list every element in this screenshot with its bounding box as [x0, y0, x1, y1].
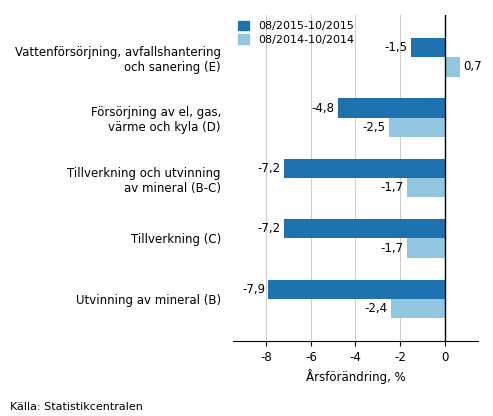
- Text: -2,4: -2,4: [365, 302, 387, 315]
- Bar: [284, 219, 445, 238]
- Legend: 08/2015-10/2015, 08/2014-10/2014: 08/2015-10/2015, 08/2014-10/2014: [238, 20, 354, 45]
- Text: Källa: Statistikcentralen: Källa: Statistikcentralen: [10, 402, 143, 412]
- Text: -2,5: -2,5: [362, 121, 386, 134]
- Text: -4,8: -4,8: [311, 102, 334, 114]
- Text: -1,7: -1,7: [380, 242, 403, 255]
- Bar: [391, 299, 445, 318]
- Text: -7,9: -7,9: [242, 283, 265, 296]
- Bar: [445, 57, 460, 77]
- Bar: [269, 280, 445, 299]
- Bar: [389, 118, 445, 137]
- Bar: [407, 238, 445, 258]
- Text: -1,5: -1,5: [385, 41, 408, 54]
- Text: 0,7: 0,7: [463, 60, 482, 74]
- X-axis label: Årsförändring, %: Årsförändring, %: [306, 369, 405, 384]
- Text: -7,2: -7,2: [258, 222, 281, 235]
- Text: -7,2: -7,2: [258, 162, 281, 175]
- Text: -1,7: -1,7: [380, 181, 403, 194]
- Bar: [411, 38, 445, 57]
- Bar: [338, 98, 445, 118]
- Bar: [407, 178, 445, 197]
- Bar: [284, 159, 445, 178]
